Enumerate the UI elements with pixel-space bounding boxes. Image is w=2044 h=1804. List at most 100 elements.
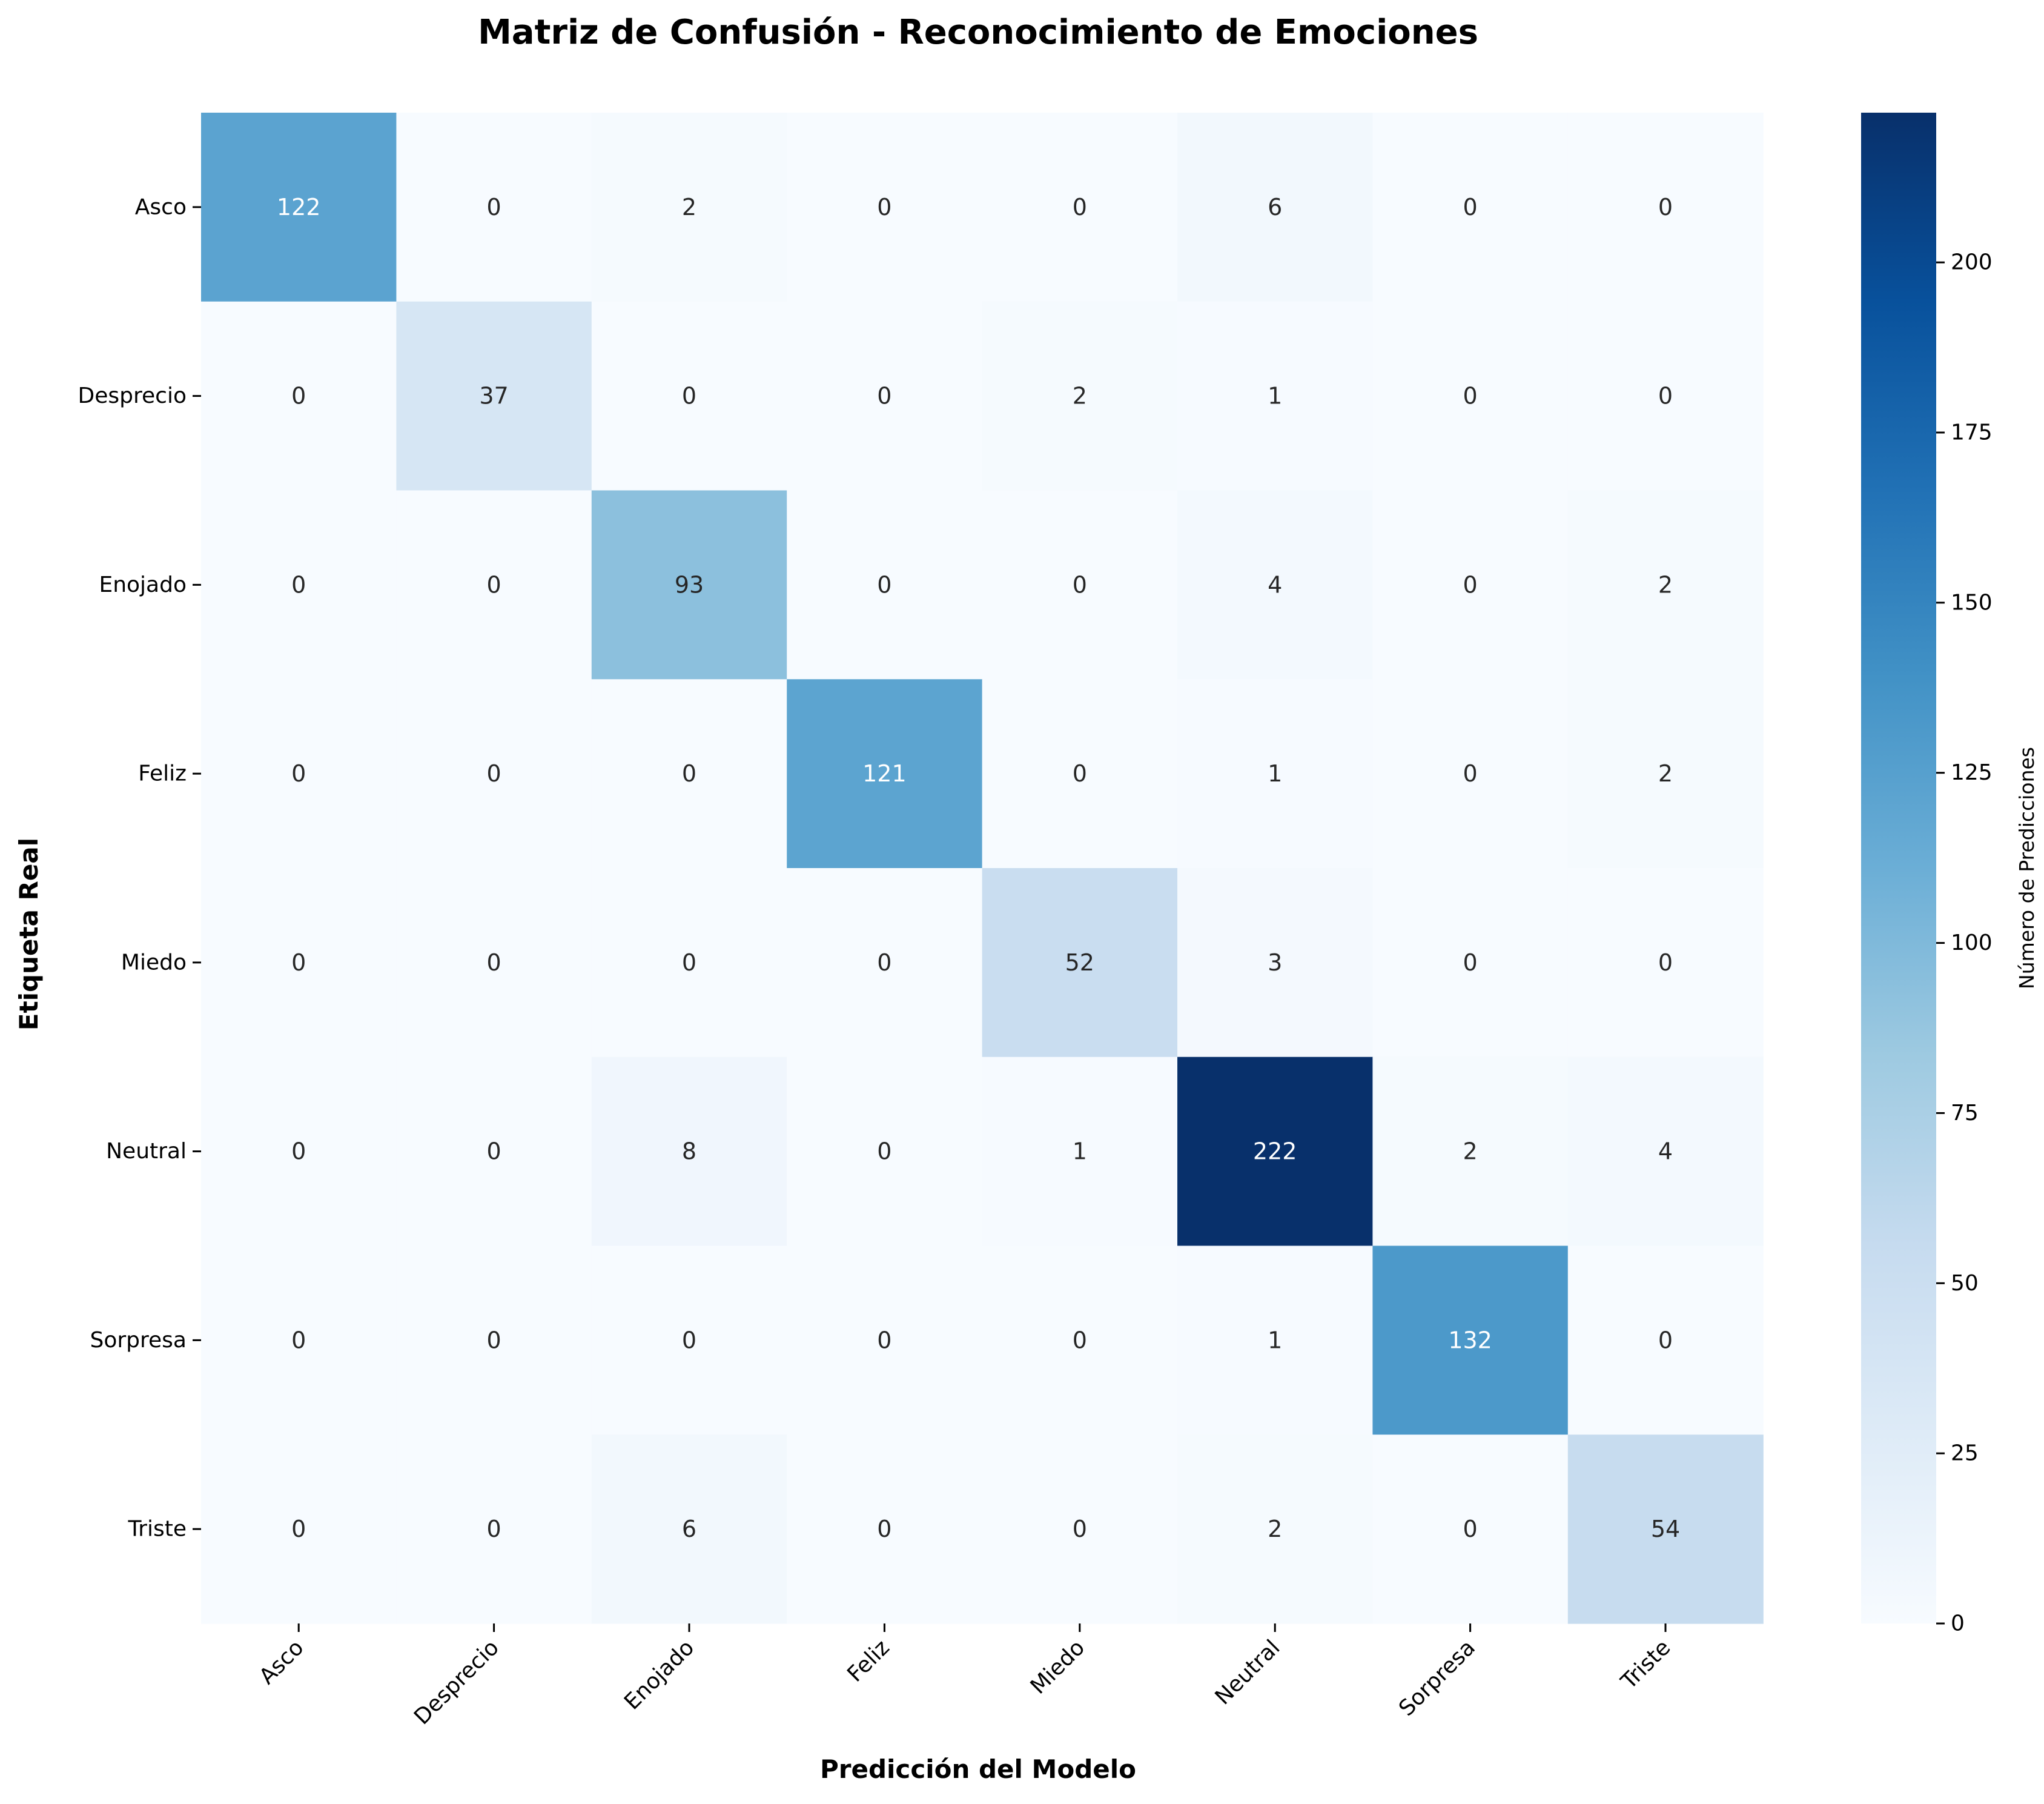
x-tick-label: Enojado [620, 1635, 699, 1714]
heatmap-cell [396, 1245, 592, 1435]
cell-value-label: 1 [1268, 760, 1282, 787]
cell-value-label: 0 [682, 1327, 696, 1353]
cell-value-label: 0 [1463, 760, 1478, 787]
heatmap-cell [787, 490, 983, 680]
cell-value-label: 0 [1658, 383, 1673, 410]
heatmap-cell [1567, 1434, 1764, 1624]
heatmap-cell [591, 679, 787, 869]
colorbar-tick-label: 200 [1951, 250, 1993, 275]
cell-value-label: 0 [487, 949, 501, 976]
heatmap-cell [1372, 679, 1569, 869]
heatmap-cell [396, 490, 592, 680]
cell-value-label: 54 [1651, 1516, 1680, 1542]
heatmap-cell [201, 1056, 397, 1247]
heatmap-cell [982, 113, 1178, 302]
cell-value-label: 0 [682, 383, 696, 410]
cell-value-label: 2 [1268, 1516, 1282, 1542]
heatmap-cell [1567, 113, 1764, 302]
y-tick-label: Feliz [138, 761, 187, 786]
cell-value-label: 0 [291, 571, 306, 598]
heatmap-cell [787, 1056, 983, 1247]
heatmap-cell [396, 1056, 592, 1247]
y-tick-label: Triste [127, 1517, 187, 1542]
x-tick-label: Desprecio [409, 1635, 504, 1729]
heatmap-cell [1372, 1056, 1569, 1247]
heatmap-cell [1567, 490, 1764, 680]
heatmap-cell [982, 1434, 1178, 1624]
heatmap-cell [201, 868, 397, 1058]
cell-value-label: 0 [877, 949, 891, 976]
cell-value-label: 0 [1073, 194, 1087, 221]
x-axis-label: Predicción del Modelo [820, 1754, 1136, 1784]
heatmap-cell [1372, 301, 1569, 491]
y-tick-label: Miedo [121, 950, 187, 975]
cell-value-label: 222 [1253, 1138, 1297, 1165]
colorbar-tick-label: 100 [1951, 930, 1993, 955]
colorbar-tick-label: 25 [1951, 1441, 1979, 1466]
cell-value-label: 0 [1463, 1516, 1478, 1542]
heatmap-cell [396, 679, 592, 869]
heatmap-cell [787, 1434, 983, 1624]
y-tick-label: Desprecio [78, 383, 187, 408]
cell-value-label: 0 [291, 1516, 306, 1542]
cell-value-label: 121 [862, 760, 907, 787]
colorbar: 0 25 50 75 100 125 150 175 200 Número de Predicc… [1861, 113, 2039, 1636]
heatmap-cell [787, 868, 983, 1058]
heatmap-cell [1372, 1434, 1569, 1624]
heatmap-cell [201, 1245, 397, 1435]
cell-value-label: 0 [291, 949, 306, 976]
heatmap-cell [201, 1434, 397, 1624]
x-tick-label: Sorpresa [1394, 1635, 1480, 1721]
cell-value-label: 2 [1463, 1138, 1478, 1165]
cell-value-label: 0 [877, 194, 891, 221]
heatmap-cell [982, 301, 1178, 491]
cell-value-label: 4 [1268, 571, 1282, 598]
heatmap-cell [1177, 868, 1373, 1058]
cell-value-label: 6 [1268, 194, 1282, 221]
x-tick-label: Asco [254, 1635, 308, 1689]
heatmap-cell [787, 1245, 983, 1435]
heatmap-cell [201, 301, 397, 491]
heatmap-cell [1177, 1434, 1373, 1624]
heatmap-cell [591, 1056, 787, 1247]
heatmap-cell [787, 679, 983, 869]
colorbar-ticks: 0 25 50 75 100 125 150 175 200 [1936, 250, 1993, 1636]
cell-value-label: 0 [1463, 949, 1478, 976]
cell-value-label: 0 [487, 571, 501, 598]
cell-value-label: 0 [1073, 1327, 1087, 1353]
heatmap-cell [1567, 679, 1764, 869]
x-tick-label: Neutral [1211, 1635, 1285, 1709]
cell-value-label: 0 [1658, 194, 1673, 221]
heatmap-cell [982, 679, 1178, 869]
y-tick-label: Sorpresa [90, 1328, 187, 1353]
heatmap-cell [1567, 1245, 1764, 1435]
cell-value-label: 0 [1073, 1516, 1087, 1542]
cell-value-label: 8 [682, 1138, 696, 1165]
cell-value-label: 6 [682, 1516, 696, 1542]
heatmap-cell [1372, 868, 1569, 1058]
heatmap-cell [396, 1434, 592, 1624]
chart-title: Matriz de Confusión - Reconocimiento de … [478, 13, 1478, 52]
heatmap-cell [787, 301, 983, 491]
cell-value-label: 0 [1073, 760, 1087, 787]
heatmap-cell [1177, 490, 1373, 680]
x-tick-label: Miedo [1026, 1635, 1090, 1699]
cell-value-label: 37 [479, 383, 508, 410]
y-tick-label: Neutral [106, 1139, 187, 1164]
colorbar-tick-label: 0 [1951, 1611, 1965, 1636]
cell-value-label: 122 [277, 194, 321, 221]
cell-value-label: 1 [1268, 1327, 1282, 1353]
heatmap-cell [201, 113, 397, 302]
x-axis: Asco Desprecio Enojado Feliz Miedo Neutral Sor… [254, 1623, 1675, 1729]
cell-value-label: 0 [877, 1138, 891, 1165]
y-axis-label: Etiqueta Real [14, 838, 44, 1030]
cell-value-label: 2 [1073, 383, 1087, 410]
heatmap-cell [591, 1245, 787, 1435]
cell-value-label: 0 [877, 1327, 891, 1353]
colorbar-tick-label: 150 [1951, 590, 1993, 615]
y-axis: Asco Desprecio Enojado Feliz Miedo Neutral Sor… [78, 194, 201, 1542]
heatmap-cell [1372, 1245, 1569, 1435]
cell-value-label: 132 [1448, 1327, 1492, 1353]
